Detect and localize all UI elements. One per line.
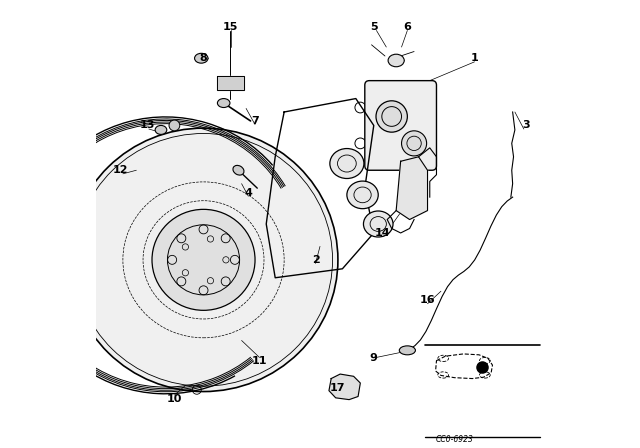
Ellipse shape <box>399 346 415 355</box>
Text: 6: 6 <box>403 22 412 32</box>
Ellipse shape <box>155 125 167 134</box>
Text: 5: 5 <box>370 22 378 32</box>
Polygon shape <box>329 374 360 400</box>
Ellipse shape <box>388 54 404 67</box>
Text: 8: 8 <box>200 53 207 63</box>
Ellipse shape <box>401 131 427 156</box>
Ellipse shape <box>330 149 364 178</box>
Polygon shape <box>217 76 244 90</box>
Ellipse shape <box>376 101 408 132</box>
Text: 11: 11 <box>252 356 268 366</box>
Text: CC0-6923: CC0-6923 <box>435 435 474 444</box>
Ellipse shape <box>364 211 393 237</box>
Polygon shape <box>396 157 428 220</box>
Ellipse shape <box>218 99 230 108</box>
Text: 14: 14 <box>375 228 390 238</box>
Text: 16: 16 <box>420 295 435 305</box>
Text: 7: 7 <box>251 116 259 126</box>
Ellipse shape <box>195 53 208 63</box>
Ellipse shape <box>69 128 338 392</box>
Text: 13: 13 <box>140 121 156 130</box>
Text: 17: 17 <box>330 383 346 392</box>
FancyBboxPatch shape <box>365 81 436 170</box>
Text: 10: 10 <box>166 394 182 404</box>
Text: 4: 4 <box>244 188 252 198</box>
Text: 2: 2 <box>312 255 319 265</box>
Text: 9: 9 <box>370 353 378 363</box>
Text: 15: 15 <box>223 22 238 32</box>
Text: 1: 1 <box>470 53 479 63</box>
Text: 12: 12 <box>113 165 129 175</box>
Ellipse shape <box>152 209 255 310</box>
Ellipse shape <box>347 181 378 209</box>
Text: 3: 3 <box>522 121 530 130</box>
Ellipse shape <box>233 165 244 175</box>
Ellipse shape <box>169 120 180 131</box>
